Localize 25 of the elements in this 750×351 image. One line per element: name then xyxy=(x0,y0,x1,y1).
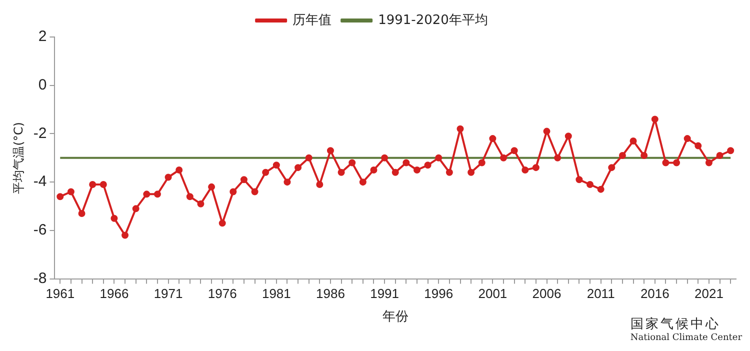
x-tick-label: 2021 xyxy=(694,286,724,302)
x-tick-label: 2016 xyxy=(640,286,670,302)
x-tick-label: 1976 xyxy=(208,286,237,302)
x-tick-label: 2011 xyxy=(586,286,615,302)
x-tick-label: 1981 xyxy=(262,286,291,302)
y-tick-label: -6 xyxy=(33,222,47,239)
legend-label: 历年值 xyxy=(292,12,332,28)
y-tick-label: 2 xyxy=(38,28,47,46)
x-tick-label: 1961 xyxy=(46,286,75,302)
x-tick-label: 1986 xyxy=(316,286,345,302)
x-tick-label: 2001 xyxy=(478,286,508,302)
x-tick-label: 1996 xyxy=(424,286,454,302)
y-tick-label: -4 xyxy=(33,173,47,190)
text: National Climate Center xyxy=(630,333,742,343)
x-axis-title: 年份 xyxy=(382,310,408,325)
x-tick-label: 1991 xyxy=(370,286,400,302)
y-tick-label: 0 xyxy=(38,76,47,94)
x-tick-label: 1971 xyxy=(154,286,183,302)
y-tick-label: -8 xyxy=(33,270,47,287)
x-tick-label: 1966 xyxy=(100,286,129,302)
x-tick-label: 2006 xyxy=(532,286,562,302)
text: 国家气候中心 xyxy=(630,316,722,333)
y-axis-title: 平均气温(°C) xyxy=(11,122,26,194)
legend-label: 1991-2020年平均 xyxy=(378,12,488,28)
y-tick-label: -2 xyxy=(33,124,47,142)
